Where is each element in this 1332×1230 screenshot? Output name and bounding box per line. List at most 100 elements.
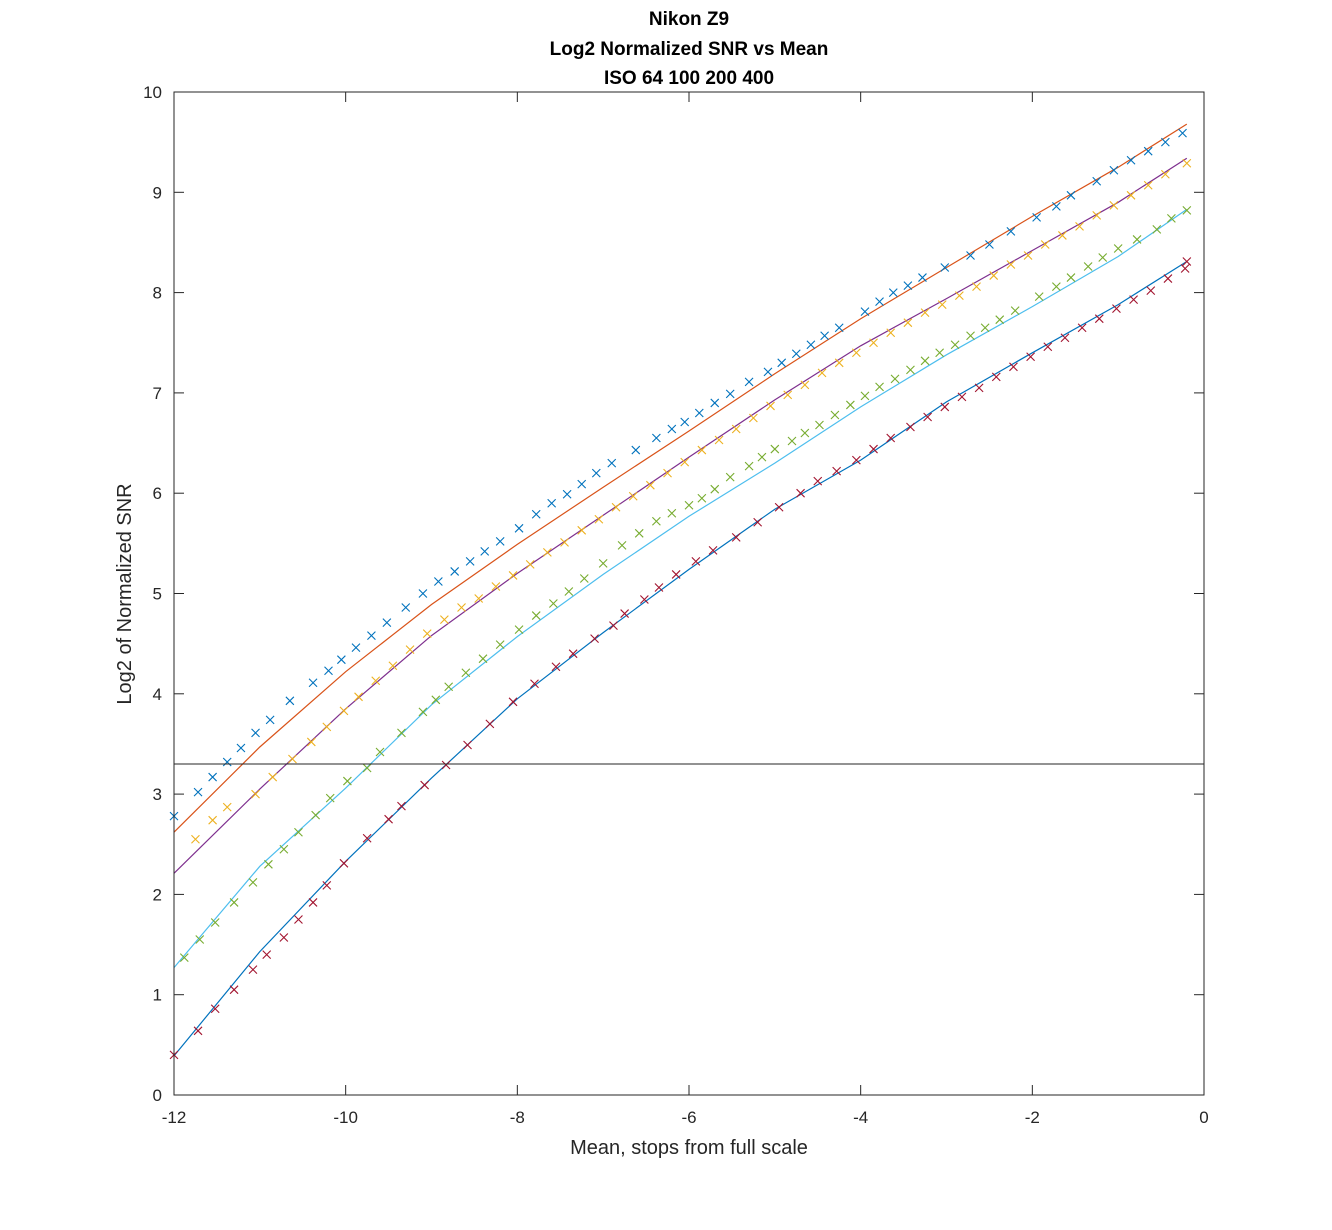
series-0-point	[1092, 176, 1102, 186]
series-1-point	[766, 401, 775, 411]
series-3-point	[1146, 286, 1156, 295]
series-1-point	[208, 815, 218, 825]
y-tick-label: 2	[153, 885, 162, 904]
series-0-point	[607, 458, 617, 468]
series-0-point	[208, 772, 218, 782]
series-2-point	[397, 728, 406, 738]
series-0-point	[1143, 146, 1153, 156]
series-0-point	[918, 273, 927, 282]
series-0-point	[577, 479, 587, 489]
series-1-point	[1126, 190, 1136, 200]
series-0-point	[465, 557, 475, 566]
y-tick-label: 10	[143, 83, 162, 102]
series-3-point	[229, 985, 239, 995]
series-3-point	[974, 383, 984, 393]
series-2-point	[229, 898, 239, 907]
series-2-point	[845, 400, 855, 410]
series-2-point	[787, 436, 797, 446]
series-0-point	[591, 468, 601, 478]
series-0-point	[236, 743, 246, 753]
series-3-point	[813, 476, 823, 486]
series-1-point	[491, 582, 501, 591]
series-0-point	[382, 618, 392, 627]
series-1-point	[989, 271, 999, 280]
series-2-point	[279, 844, 289, 854]
series-2-point	[744, 461, 754, 471]
series-1-point	[663, 468, 672, 478]
series-2-point	[710, 484, 720, 494]
series-2-point	[770, 444, 780, 454]
series-1-point	[474, 594, 484, 603]
series-1-point	[800, 380, 810, 390]
series-2-point	[1010, 306, 1020, 316]
series-1-point	[594, 514, 604, 524]
series-1-point	[439, 615, 449, 624]
series-3-point	[851, 455, 861, 465]
series-1-point	[1143, 180, 1153, 190]
series-1-point	[903, 318, 913, 328]
series-3-point	[384, 814, 393, 824]
series-0-point	[710, 398, 720, 408]
plot-content	[169, 123, 1204, 1060]
series-1-point	[322, 722, 332, 732]
series-0-point	[791, 349, 801, 359]
y-tick-label: 5	[153, 585, 162, 604]
series-2-point	[362, 763, 372, 773]
series-2-point	[697, 493, 707, 503]
series-0-point	[1126, 155, 1136, 165]
series-1	[173, 157, 1192, 874]
series-2-point	[634, 528, 644, 538]
series-1-point	[1092, 210, 1102, 220]
series-1-point	[191, 834, 200, 844]
series-3-point	[262, 950, 272, 959]
series-3-point	[508, 697, 518, 707]
series-1-point	[1109, 200, 1119, 210]
series-2-point	[579, 574, 589, 583]
series-2-point	[950, 340, 960, 350]
series-2-point	[906, 365, 915, 375]
series-0-point	[763, 367, 773, 377]
series-0-point	[562, 489, 572, 499]
series-3-point	[1077, 323, 1087, 333]
series-1-point	[937, 300, 947, 310]
series-2-point	[495, 640, 505, 650]
series-2-point	[598, 559, 608, 568]
series-2-point	[815, 420, 824, 430]
series-0-point	[777, 358, 787, 368]
series-3	[169, 257, 1192, 1060]
series-3-point	[991, 372, 1001, 382]
title-line-3: ISO 64 100 200 400	[604, 68, 774, 89]
series-0-point	[193, 787, 203, 797]
series-2-point	[325, 793, 335, 803]
series-0-point	[820, 331, 830, 341]
series-2-point	[966, 331, 975, 341]
series-1-point	[508, 571, 518, 580]
series-1-point	[611, 502, 621, 512]
series-0-point	[888, 288, 898, 297]
series-2-point	[875, 382, 884, 392]
chart-title: Nikon Z9 Log2 Normalized SNR vs Mean ISO…	[550, 9, 829, 89]
series-2-point	[342, 776, 352, 786]
x-axis: -12 -10 -8 -6 -4 -2 0	[162, 92, 1209, 1127]
x-tick-label: -8	[510, 1108, 525, 1127]
series-1-point	[645, 480, 655, 490]
series-0-point	[1006, 227, 1016, 236]
series-1-point	[869, 338, 878, 348]
y-tick-label: 8	[153, 284, 162, 303]
series-1-point	[783, 390, 793, 400]
series-1-point	[1182, 158, 1192, 168]
series-1-point	[388, 661, 398, 671]
series-0-point	[547, 498, 557, 508]
series-0-point	[367, 631, 376, 641]
series-3-point	[463, 740, 472, 750]
series-0-point	[903, 281, 913, 290]
series-1-point	[306, 737, 316, 747]
series-1-point	[457, 603, 466, 612]
series-2-fit-line	[173, 208, 1188, 968]
series-1-point	[222, 802, 232, 812]
plot-area	[174, 92, 1204, 1095]
series-3-point	[590, 634, 599, 644]
series-2-point	[1132, 235, 1142, 244]
series-3-point	[957, 392, 967, 402]
series-3-point	[691, 557, 701, 566]
